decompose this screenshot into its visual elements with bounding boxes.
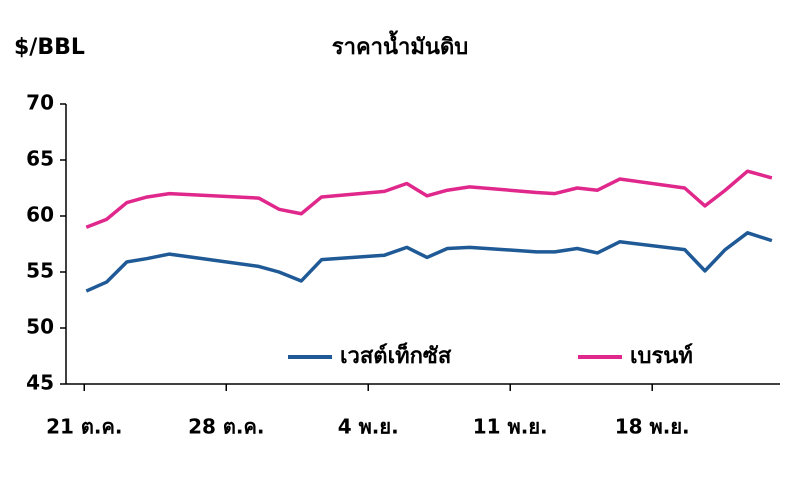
y-tick-label: 45 <box>26 371 54 395</box>
series-line <box>85 231 773 293</box>
y-tick-label: 65 <box>26 147 54 171</box>
legend-label: เวสต์เท็กซัส <box>340 341 452 369</box>
x-tick-label: 21 ต.ค. <box>46 415 122 439</box>
y-tick-label: 55 <box>26 259 54 283</box>
y-tick-label: 50 <box>26 315 54 339</box>
chart-title: ราคาน้ำมันดิบ <box>332 30 468 60</box>
y-tick-label: 60 <box>26 203 54 227</box>
x-tick-label: 4 พ.ย. <box>338 415 399 439</box>
legend-label: เบรนท์ <box>630 343 693 369</box>
y-tick-label: 70 <box>26 91 54 115</box>
x-tick-label: 28 ต.ค. <box>188 415 264 439</box>
x-tick-label: 11 พ.ย. <box>473 415 548 439</box>
series-line <box>85 169 773 229</box>
x-tick-label: 18 พ.ย. <box>615 415 690 439</box>
y-axis-label: $/BBL <box>14 35 85 60</box>
